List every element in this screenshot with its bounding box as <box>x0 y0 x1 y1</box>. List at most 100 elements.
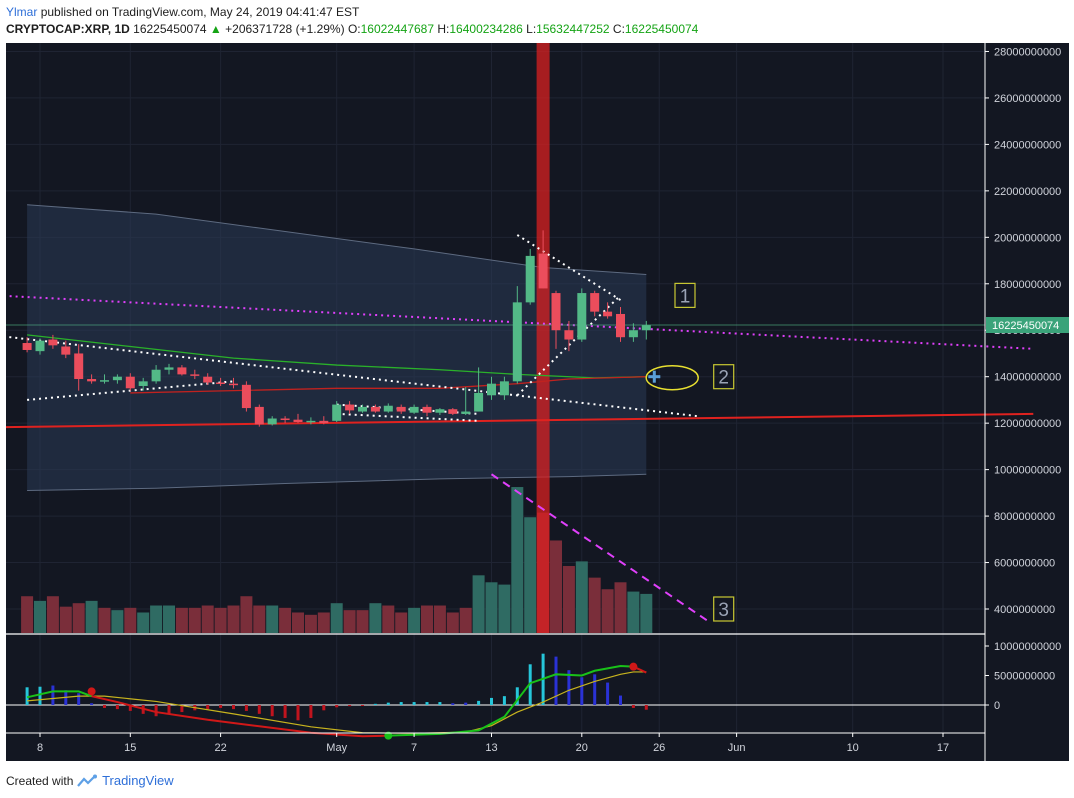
macd-hist-bar <box>270 705 274 717</box>
candle-body <box>603 311 613 317</box>
volume-bar <box>472 575 485 633</box>
volume-bar <box>214 607 227 633</box>
macd-hist-bar <box>373 703 377 705</box>
candle-body <box>435 409 445 413</box>
candle-body <box>499 381 509 396</box>
macd-hist-bar <box>257 705 261 714</box>
candle-body <box>332 404 342 421</box>
annotation-box-2 <box>713 364 735 390</box>
price-tick-label: 20000000000 <box>994 232 1061 244</box>
volume-bar <box>356 610 369 633</box>
open-label: O: <box>347 22 361 36</box>
volume-bar <box>511 487 524 633</box>
bollinger-upper <box>27 204 647 275</box>
macd-hist-bar <box>219 705 223 708</box>
volume-bar <box>227 605 240 633</box>
volume-bar <box>59 606 72 633</box>
volume-bar <box>292 612 304 633</box>
candle-body <box>358 406 367 412</box>
macd-hist-bar <box>167 705 171 714</box>
chart-frame[interactable]: 1 2 3 28000000000 26000000000 24000000000 2200… <box>6 43 1069 761</box>
macd-hist-bar <box>425 702 429 705</box>
last-price: 16225450074 <box>133 22 207 36</box>
triangle-top-line <box>516 234 622 301</box>
author-link[interactable]: Ylmar <box>6 5 38 19</box>
volume-bar <box>34 600 46 633</box>
macd-line <box>26 690 92 699</box>
candle-body <box>461 411 471 414</box>
candle-body <box>22 343 32 350</box>
time-tick-label: 22 <box>214 742 226 754</box>
macd-hist-bar <box>606 682 610 705</box>
volume-bar <box>266 605 279 633</box>
macd-hist-bar <box>567 670 571 705</box>
volume-bar <box>124 607 137 633</box>
macd-cross-dot-green <box>384 731 393 740</box>
volume-bar <box>253 605 266 633</box>
volume-bar <box>627 591 640 633</box>
price-tick-label: 26000000000 <box>994 93 1061 105</box>
macd-hist-bar <box>154 705 158 717</box>
macd-tick-label: 10000000000 <box>994 641 1061 653</box>
volume-bar <box>421 605 433 633</box>
time-tick-label: 7 <box>411 742 417 754</box>
candle-body <box>229 383 238 386</box>
volume-bar <box>201 605 214 633</box>
candle-body <box>138 381 148 386</box>
volume-bar <box>550 540 562 633</box>
publish-line: Ylmar published on TradingView.com, May … <box>6 5 359 19</box>
time-tick-label: 26 <box>653 742 665 754</box>
candle-body <box>293 419 303 422</box>
macd-axis: 10000000000 5000000000 0 <box>985 641 1061 712</box>
candle-body <box>577 293 587 340</box>
macd-hist-bar <box>296 705 300 721</box>
candle-body <box>564 330 574 340</box>
macd-hist-bar <box>644 705 648 710</box>
volume-bar <box>369 603 382 633</box>
candle-body <box>87 379 97 382</box>
candle-body <box>216 382 226 385</box>
candle-body <box>125 376 135 389</box>
volume-bar <box>72 603 85 633</box>
annotation-label-2: 2 <box>718 368 729 389</box>
close-value: 16225450074 <box>624 22 699 36</box>
candle-body <box>306 420 316 423</box>
candle-body <box>590 293 600 312</box>
macd-cross-dot-red-2 <box>629 662 638 671</box>
annotation-box-3 <box>713 596 735 622</box>
candles <box>22 230 651 427</box>
macd-hist-bar <box>309 705 313 718</box>
candle-body <box>254 406 264 425</box>
volume-bar <box>446 612 459 633</box>
macd-hist-bar <box>515 687 519 705</box>
time-tick-label: 8 <box>37 742 43 754</box>
candle-body <box>280 418 290 421</box>
macd-hist-bar <box>115 705 119 710</box>
support-line <box>6 412 1034 429</box>
price-tick-label: 4000000000 <box>994 604 1055 616</box>
candle-body <box>512 302 522 382</box>
time-tick-label: 20 <box>576 742 588 754</box>
time-tick-label: 17 <box>937 742 949 754</box>
last-price-badge <box>986 317 1069 333</box>
macd-hist-bar <box>128 705 132 711</box>
candle-body <box>409 406 419 413</box>
time-tick-label: Jun <box>728 742 746 754</box>
macd-hist-bar <box>283 705 287 718</box>
chart-canvas[interactable]: 1 2 3 28000000000 26000000000 24000000000 2200… <box>6 43 1069 761</box>
candle-body <box>190 374 200 376</box>
candle-body <box>241 384 251 409</box>
macd-hist-bar <box>180 705 184 713</box>
candle-body <box>628 330 638 338</box>
high-label: H: <box>437 22 450 36</box>
last-price-badge-label: 16225450074 <box>992 320 1059 332</box>
magenta-dotted-trendline <box>6 294 1034 350</box>
created-with-text: Created with <box>6 774 74 788</box>
price-tick-label: 14000000000 <box>994 372 1061 384</box>
macd-hist-bar <box>490 697 493 705</box>
candle-body <box>422 406 432 413</box>
price-tick-label: 12000000000 <box>994 418 1061 430</box>
volume-bar <box>98 607 111 633</box>
symbol-label: CRYPTOCAP:XRP, 1D <box>6 22 130 36</box>
tradingview-brand[interactable]: TradingView <box>102 773 174 788</box>
